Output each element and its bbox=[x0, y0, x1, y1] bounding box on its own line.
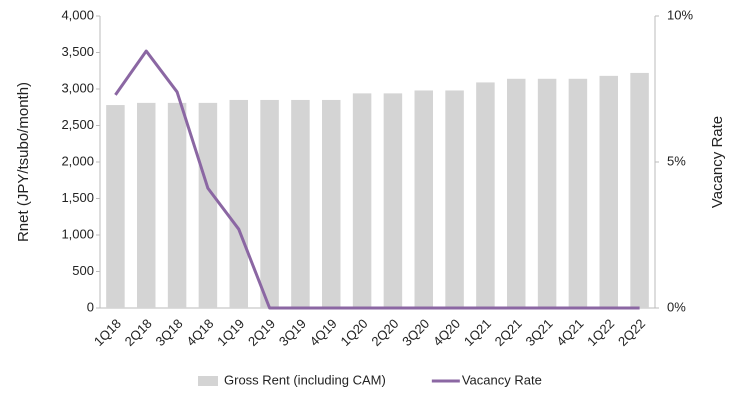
y-tick-label: 1,000 bbox=[61, 226, 94, 241]
x-tick-label: 4Q20 bbox=[430, 316, 463, 349]
y2-tick-label: 10% bbox=[667, 7, 693, 22]
bar bbox=[229, 99, 248, 308]
x-tick-label: 4Q18 bbox=[183, 316, 216, 349]
x-tick-label: 1Q19 bbox=[214, 316, 247, 349]
y2-tick-label: 0% bbox=[667, 299, 686, 314]
bar bbox=[137, 102, 156, 309]
bar bbox=[630, 72, 649, 308]
bar bbox=[291, 99, 310, 308]
y-tick-label: 2,500 bbox=[61, 117, 94, 132]
x-tick-label: 2Q19 bbox=[245, 316, 278, 349]
x-tick-label: 4Q21 bbox=[553, 316, 586, 349]
x-tick-label: 2Q21 bbox=[492, 316, 525, 349]
bar bbox=[260, 99, 279, 308]
x-tick-label: 1Q18 bbox=[91, 316, 124, 349]
bar bbox=[414, 90, 433, 309]
line bbox=[114, 49, 640, 310]
y-tick-label: 0 bbox=[87, 299, 94, 314]
x-tick-label: 1Q21 bbox=[461, 316, 494, 349]
bar bbox=[537, 78, 557, 308]
x-tick-label: 3Q18 bbox=[153, 316, 186, 349]
bar bbox=[383, 93, 403, 308]
bar bbox=[476, 82, 495, 309]
bar bbox=[198, 102, 218, 309]
x-tick-label: 2Q22 bbox=[615, 316, 648, 349]
legend-label: Gross Rent (including CAM) bbox=[224, 372, 386, 387]
bar bbox=[599, 75, 618, 308]
bar bbox=[445, 90, 464, 309]
x-tick-label: 3Q21 bbox=[523, 316, 556, 349]
bar bbox=[322, 99, 341, 308]
y-axis-title: Rnet (JPY/tsubo/month) bbox=[15, 82, 32, 242]
bar bbox=[167, 102, 187, 309]
x-tick-label: 2Q18 bbox=[122, 316, 155, 349]
y2-tick-label: 5% bbox=[667, 153, 686, 168]
bar bbox=[507, 78, 526, 308]
x-tick-label: 1Q22 bbox=[584, 316, 617, 349]
bar bbox=[352, 93, 372, 308]
bar bbox=[106, 105, 125, 308]
bar bbox=[568, 78, 588, 308]
x-tick-label: 3Q19 bbox=[276, 316, 309, 349]
y-tick-label: 1,500 bbox=[61, 190, 94, 205]
y-tick-label: 3,500 bbox=[61, 44, 94, 59]
legend-swatch bbox=[198, 376, 218, 386]
y2-axis-title: Vacancy Rate bbox=[709, 116, 726, 208]
x-tick-label: 3Q20 bbox=[399, 316, 432, 349]
x-tick-label: 4Q19 bbox=[307, 316, 340, 349]
y-tick-label: 500 bbox=[72, 263, 94, 278]
y-tick-label: 3,000 bbox=[61, 80, 94, 95]
legend-label: Vacancy Rate bbox=[462, 372, 542, 387]
x-tick-label: 1Q20 bbox=[338, 316, 371, 349]
y-tick-label: 4,000 bbox=[61, 7, 94, 22]
x-tick-label: 2Q20 bbox=[368, 316, 401, 349]
y-tick-label: 2,000 bbox=[61, 153, 94, 168]
